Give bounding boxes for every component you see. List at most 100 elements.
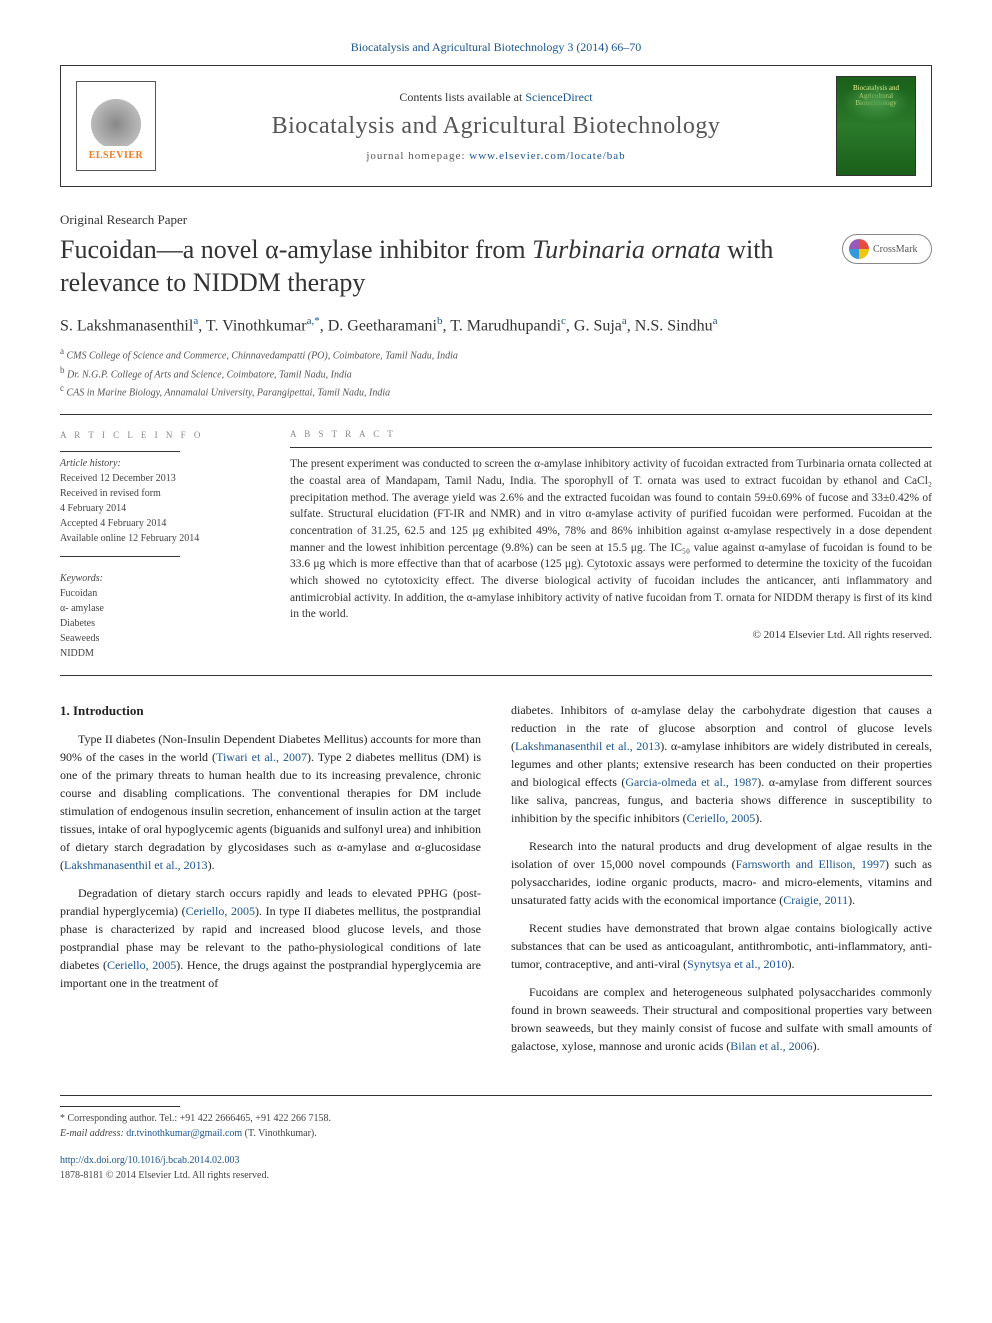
- elsevier-label: ELSEVIER: [89, 150, 144, 161]
- affiliation: b Dr. N.G.P. College of Arts and Science…: [60, 364, 932, 382]
- abstract-text: The present experiment was conducted to …: [290, 456, 932, 623]
- affiliations: a CMS College of Science and Commerce, C…: [60, 345, 932, 400]
- keyword: Seaweeds: [60, 631, 260, 646]
- abstract-column: A B S T R A C T The present experiment w…: [290, 429, 932, 661]
- author-affil-sup: a: [713, 315, 718, 327]
- crossmark-button[interactable]: CrossMark: [842, 234, 932, 264]
- body-paragraph: Type II diabetes (Non-Insulin Dependent …: [60, 730, 481, 874]
- author-affil-sup: b: [437, 315, 443, 327]
- citation-link[interactable]: Ceriello, 2005: [107, 958, 176, 972]
- footer: * Corresponding author. Tel.: +91 422 26…: [60, 1095, 932, 1183]
- text-span: ).: [848, 893, 855, 907]
- divider: [60, 675, 932, 676]
- keyword: Diabetes: [60, 616, 260, 631]
- email-link[interactable]: dr.tvinothkumar@gmail.com: [126, 1128, 242, 1139]
- divider-thin: [60, 1106, 180, 1107]
- affil-text: Dr. N.G.P. College of Arts and Science, …: [67, 369, 352, 380]
- crossmark-label: CrossMark: [873, 244, 917, 255]
- affiliation: a CMS College of Science and Commerce, C…: [60, 345, 932, 363]
- body-paragraph: diabetes. Inhibitors of α-amylase delay …: [511, 701, 932, 827]
- affil-text: CMS College of Science and Commerce, Chi…: [67, 351, 458, 362]
- affil-sup: b: [60, 365, 65, 375]
- history-line: Available online 12 February 2014: [60, 531, 260, 546]
- citation-link[interactable]: Farnsworth and Ellison, 1997: [736, 857, 885, 871]
- author: T. Marudhupandi: [450, 317, 561, 334]
- divider: [60, 414, 932, 415]
- citation-link[interactable]: Lakshmanasenthil et al., 2013: [515, 739, 660, 753]
- author: T. Vinothkumar: [206, 317, 307, 334]
- citation-link[interactable]: Garcia-olmeda et al., 1987: [625, 775, 757, 789]
- author: S. Lakshmanasenthil: [60, 317, 193, 334]
- citation-link[interactable]: Ceriello, 2005: [186, 904, 255, 918]
- history-head: Article history:: [60, 456, 260, 471]
- body-paragraph: Fucoidans are complex and heterogeneous …: [511, 983, 932, 1055]
- doi-link[interactable]: http://dx.doi.org/10.1016/j.bcab.2014.02…: [60, 1155, 240, 1166]
- keyword: Fucoidan: [60, 586, 260, 601]
- email-line: E-mail address: dr.tvinothkumar@gmail.co…: [60, 1126, 932, 1141]
- history-line: Accepted 4 February 2014: [60, 516, 260, 531]
- cover-text: Biocatalysis and Agricultural Biotechnol…: [841, 85, 911, 108]
- divider-thin: [60, 556, 180, 557]
- journal-homepage-line: journal homepage: www.elsevier.com/locat…: [156, 150, 836, 162]
- article-info-head: A R T I C L E I N F O: [60, 429, 260, 443]
- history-line: Received 12 December 2013: [60, 471, 260, 486]
- citation-link[interactable]: Tiwari et al., 2007: [216, 750, 307, 764]
- corresponding-author: * Corresponding author. Tel.: +91 422 26…: [60, 1111, 932, 1126]
- text-span: ).: [813, 1039, 820, 1053]
- body-column-left: 1. Introduction Type II diabetes (Non-In…: [60, 701, 481, 1065]
- abstract-copyright: © 2014 Elsevier Ltd. All rights reserved…: [290, 629, 932, 641]
- email-suffix: (T. Vinothkumar).: [242, 1128, 317, 1139]
- author: N.S. Sindhu: [635, 317, 713, 334]
- elsevier-logo[interactable]: ELSEVIER: [76, 81, 156, 171]
- citation-link[interactable]: Lakshmanasenthil et al., 2013: [64, 858, 208, 872]
- keyword: NIDDM: [60, 646, 260, 661]
- email-label: E-mail address:: [60, 1128, 126, 1139]
- journal-citation-link[interactable]: Biocatalysis and Agricultural Biotechnol…: [351, 40, 642, 54]
- citation-link[interactable]: Bilan et al., 2006: [730, 1039, 812, 1053]
- author: G. Suja: [574, 317, 622, 334]
- author: D. Geetharamani: [328, 317, 437, 334]
- body-column-right: diabetes. Inhibitors of α-amylase delay …: [511, 701, 932, 1065]
- text-span: Fucoidans are complex and heterogeneous …: [511, 985, 932, 1053]
- article-type: Original Research Paper: [60, 212, 932, 228]
- journal-homepage-link[interactable]: www.elsevier.com/locate/bab: [469, 150, 625, 162]
- journal-name: Biocatalysis and Agricultural Biotechnol…: [156, 113, 836, 140]
- divider-thin: [60, 451, 180, 452]
- text-span: ).: [787, 957, 794, 971]
- article-info-column: A R T I C L E I N F O Article history: R…: [60, 429, 260, 661]
- affil-text: CAS in Marine Biology, Annamalai Univers…: [67, 387, 391, 398]
- history-line: 4 February 2014: [60, 501, 260, 516]
- authors-list: S. Lakshmanasenthila, T. Vinothkumara,*,…: [60, 315, 932, 335]
- sciencedirect-link[interactable]: ScienceDirect: [525, 90, 592, 104]
- journal-citation: Biocatalysis and Agricultural Biotechnol…: [60, 40, 932, 55]
- crossmark-icon: [849, 239, 869, 259]
- citation-link[interactable]: Craigie, 2011: [783, 893, 848, 907]
- abstract-head: A B S T R A C T: [290, 429, 932, 439]
- body-paragraph: Research into the natural products and d…: [511, 837, 932, 909]
- divider: [290, 447, 932, 448]
- affiliation: c CAS in Marine Biology, Annamalai Unive…: [60, 382, 932, 400]
- contents-prefix: Contents lists available at: [399, 90, 525, 104]
- journal-cover-thumbnail[interactable]: Biocatalysis and Agricultural Biotechnol…: [836, 76, 916, 176]
- text-span: ). Type 2 diabetes mellitus (DM) is one …: [60, 750, 481, 872]
- contents-lists-line: Contents lists available at ScienceDirec…: [156, 90, 836, 105]
- author-affil-sup: a,*: [307, 315, 320, 327]
- author-affil-sup: a: [193, 315, 198, 327]
- keyword: α- amylase: [60, 601, 260, 616]
- journal-header-center: Contents lists available at ScienceDirec…: [156, 90, 836, 162]
- author-affil-sup: c: [561, 315, 566, 327]
- journal-header-box: ELSEVIER Contents lists available at Sci…: [60, 65, 932, 187]
- homepage-prefix: journal homepage:: [366, 150, 469, 162]
- keywords-head: Keywords:: [60, 571, 260, 586]
- affil-sup: c: [60, 383, 64, 393]
- text-span: ).: [755, 811, 762, 825]
- affil-sup: a: [60, 346, 64, 356]
- author-affil-sup: a: [622, 315, 627, 327]
- history-line: Received in revised form: [60, 486, 260, 501]
- text-span: ).: [208, 858, 215, 872]
- section-heading: 1. Introduction: [60, 701, 481, 721]
- body-paragraph: Recent studies have demonstrated that br…: [511, 919, 932, 973]
- article-title: Fucoidan—a novel α-amylase inhibitor fro…: [60, 234, 842, 299]
- citation-link[interactable]: Ceriello, 2005: [687, 811, 756, 825]
- citation-link[interactable]: Synytsya et al., 2010: [687, 957, 787, 971]
